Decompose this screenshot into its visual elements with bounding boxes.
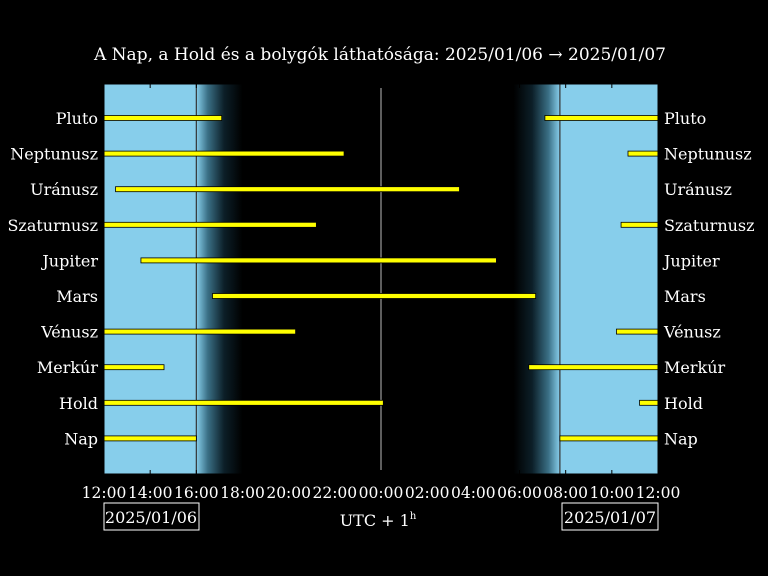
body-label-right-2: Uránusz <box>664 180 732 199</box>
bar-szaturnusz-0 <box>103 221 317 228</box>
body-label-right-4: Jupiter <box>662 251 720 270</box>
bar-mars-0 <box>212 293 537 299</box>
body-labels-left: Pluto Neptunusz Uránusz Szaturnusz Jupiter Ma… <box>7 109 98 448</box>
tick-label-10: 08:00 <box>543 484 588 502</box>
body-label-right-5: Mars <box>664 287 706 306</box>
tick-label-8: 04:00 <box>451 484 496 502</box>
tick-label-3: 18:00 <box>220 484 265 502</box>
body-label-left-3: Szaturnusz <box>7 216 98 235</box>
plot-area <box>103 83 659 475</box>
day-region-end <box>559 84 658 474</box>
body-label-left-9: Nap <box>64 429 98 448</box>
tick-label-5: 22:00 <box>312 484 357 502</box>
dawn-twilight <box>513 84 560 474</box>
body-label-left-2: Uránusz <box>30 180 98 199</box>
start-date-label: 2025/01/06 <box>105 508 197 527</box>
body-label-left-6: Vénusz <box>40 323 98 342</box>
bar-hold-0 <box>103 399 384 406</box>
bar-neptunusz-0 <box>103 150 345 157</box>
bar-nap-1 <box>559 435 659 442</box>
bar-hold-1 <box>639 399 659 406</box>
bar-nap-0 <box>103 435 197 442</box>
bar-pluto-0 <box>103 115 223 121</box>
tick-label-0: 12:00 <box>82 484 127 502</box>
body-label-right-7: Merkúr <box>664 358 726 377</box>
x-axis-label: UTC + 1h <box>340 511 417 530</box>
body-label-right-6: Vénusz <box>663 323 721 342</box>
body-label-left-1: Neptunusz <box>10 145 98 164</box>
body-label-left-4: Jupiter <box>40 251 98 270</box>
tick-label-6: 00:00 <box>359 484 404 502</box>
tick-label-2: 16:00 <box>174 484 219 502</box>
body-label-right-3: Szaturnusz <box>664 216 755 235</box>
bar-szaturnusz-1 <box>620 221 659 228</box>
tick-label-11: 10:00 <box>589 484 634 502</box>
body-label-left-7: Merkúr <box>37 358 99 377</box>
bar-jupiter-0 <box>140 257 497 264</box>
tick-label-7: 02:00 <box>405 484 450 502</box>
tick-label-4: 20:00 <box>266 484 311 502</box>
x-axis-label-sup: h <box>410 511 417 522</box>
x-axis-ticks: 12:00 14:00 16:00 18:00 20:00 22:00 00:00 02:00… <box>82 84 681 502</box>
start-date-box <box>103 502 200 531</box>
bar-uránusz-0 <box>115 186 460 193</box>
end-date-label: 2025/01/07 <box>564 508 656 527</box>
bar-vénusz-0 <box>103 328 296 335</box>
bar-neptunusz-1 <box>627 150 659 157</box>
dusk-twilight <box>196 84 243 474</box>
body-label-right-1: Neptunusz <box>664 145 752 164</box>
chart-title: A Nap, a Hold és a bolygók láthatósága: … <box>93 45 666 65</box>
bar-vénusz-1 <box>616 328 659 335</box>
bar-merkúr-1 <box>528 364 659 371</box>
bar-pluto-1 <box>544 115 659 121</box>
body-label-right-8: Hold <box>664 394 703 413</box>
body-label-right-0: Pluto <box>664 109 706 128</box>
x-axis-label-text: UTC + 1 <box>340 511 410 530</box>
bar-merkúr-0 <box>103 364 165 371</box>
tick-label-9: 06:00 <box>497 484 542 502</box>
body-label-left-8: Hold <box>59 394 98 413</box>
day-region-start <box>104 84 197 474</box>
tick-label-1: 14:00 <box>128 484 173 502</box>
body-label-left-0: Pluto <box>56 109 98 128</box>
end-date-box <box>561 502 659 531</box>
body-label-right-9: Nap <box>664 429 698 448</box>
body-label-left-5: Mars <box>56 287 98 306</box>
tick-label-12: 12:00 <box>636 484 681 502</box>
body-labels-right: Pluto Neptunusz Uránusz Szaturnusz Jupiter Ma… <box>662 109 755 448</box>
